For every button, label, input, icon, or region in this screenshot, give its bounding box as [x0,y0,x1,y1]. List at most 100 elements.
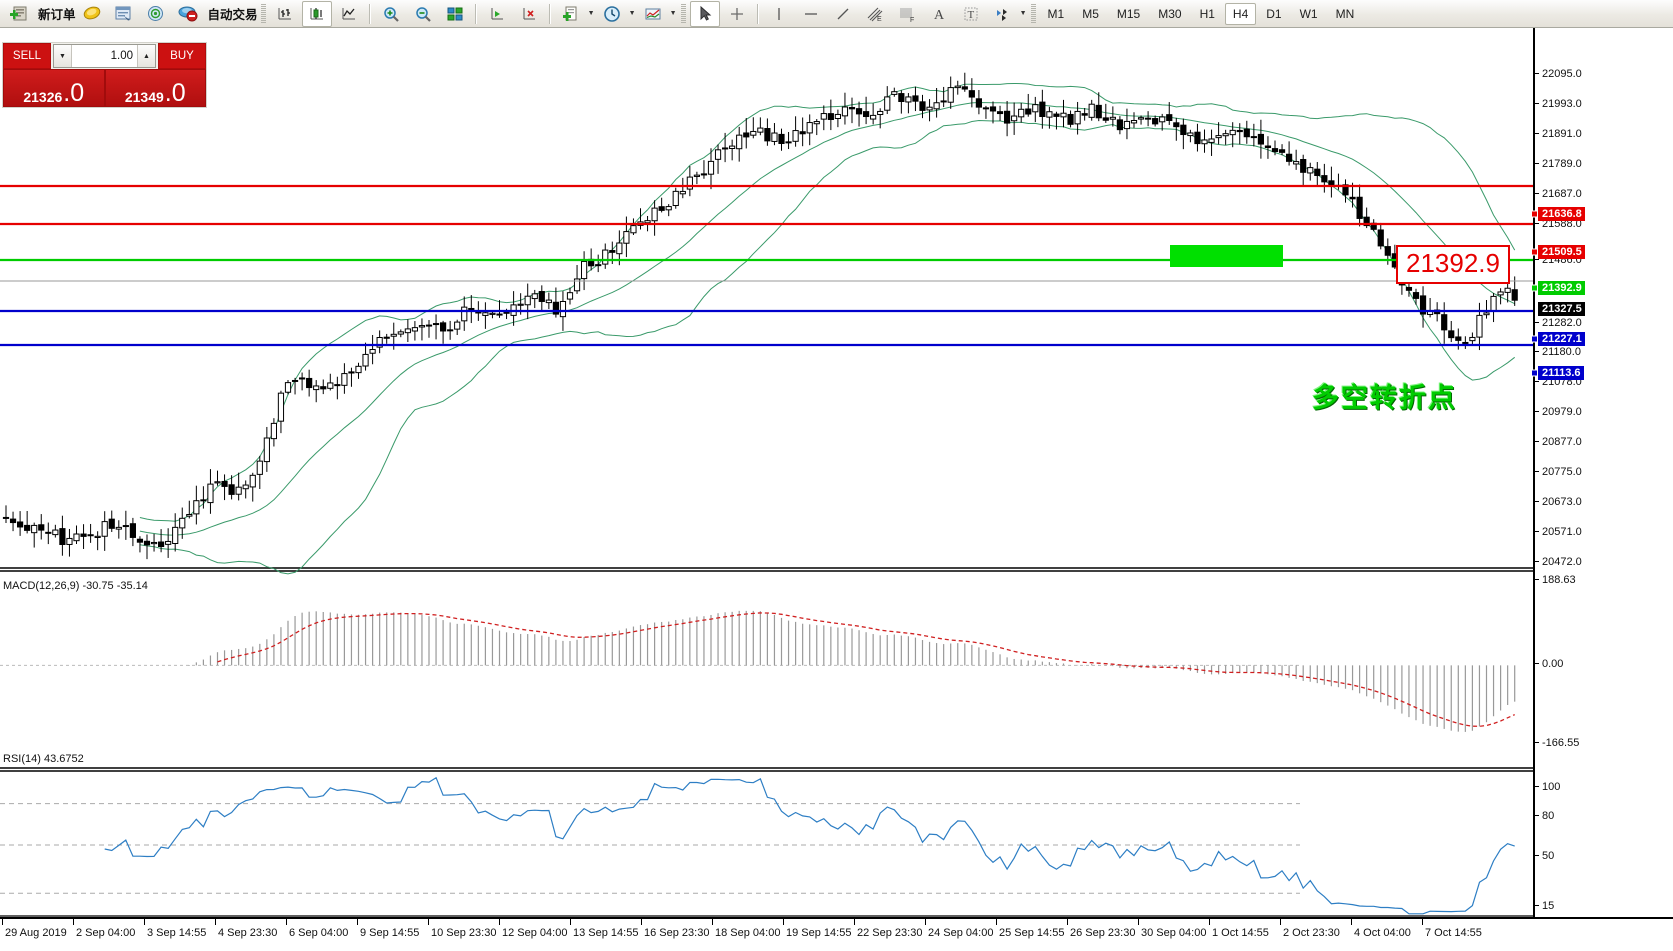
time-grid-mark [1280,919,1281,925]
price-level-label-support-1[interactable]: 21227.1 [1538,332,1585,346]
time-axis-label: 25 Sep 14:55 [999,927,1065,939]
time-axis-label: 22 Sep 23:30 [857,927,923,939]
highlight-zone-rect[interactable] [1170,245,1283,267]
vertical-line-button[interactable] [764,1,794,27]
axis-tick: 20877.0 [1535,436,1582,448]
new-order-button[interactable] [3,1,33,27]
vertical-line-icon [777,7,780,20]
tile-windows-button[interactable] [440,1,470,27]
time-axis-label: 26 Sep 23:30 [1070,927,1136,939]
text-label-button[interactable]: A [924,1,954,27]
line-chart-button[interactable] [334,1,364,27]
buy-price[interactable]: 21349.0 [104,69,206,107]
fibo-button[interactable]: F [892,1,922,27]
price-level-label-support-2[interactable]: 21113.6 [1538,366,1584,380]
timeframe-d1[interactable]: D1 [1266,6,1282,21]
navigator-button[interactable] [141,1,171,27]
time-grid-mark [357,919,358,925]
sell-price[interactable]: 21326.0 [3,69,105,107]
templates-dropdown-arrow[interactable]: ▼ [587,10,595,17]
text-box-button[interactable]: T [956,1,986,27]
level-handle-resistance-1[interactable] [1531,210,1538,218]
buy-price-integer: 21349 [124,89,164,105]
timeframe-m5[interactable]: M5 [1082,6,1099,21]
time-grid-mark [925,919,926,925]
time-grid-mark [783,919,784,925]
volume-input[interactable]: 1.00 [110,50,133,62]
one-click-trading-panel[interactable]: SELL ▼ 1.00 ▲ BUY 21326.0 21349.0 [2,42,207,108]
level-handle-support-2[interactable] [1531,369,1538,377]
chart-annotation-text[interactable]: 多空转折点 [1312,383,1457,414]
volume-stepper[interactable]: ▼ 1.00 ▲ [53,44,156,68]
axis-tick: 20979.0 [1535,406,1582,418]
toolbar-grip-2[interactable] [680,3,686,24]
chart-plot-area[interactable] [0,28,1533,917]
trendline-button[interactable] [828,1,858,27]
crosshair-button[interactable] [722,1,752,27]
new-order-icon [9,6,26,21]
axis-tick: 20571.0 [1535,526,1582,538]
candlestick-chart-button[interactable] [301,0,332,27]
timeframe-m15[interactable]: M15 [1116,6,1141,21]
indicators-button[interactable] [638,1,668,27]
buy-button[interactable]: BUY [158,43,206,69]
price-axis[interactable]: 22095.0 21993.0 21891.0 21789.0 21687.0 21588… [1531,28,1673,930]
time-grid-mark [1067,919,1068,925]
timeframe-m1[interactable]: M1 [1047,6,1065,21]
macd-indicator-label[interactable]: MACD(12,26,9) -30.75 -35.14 [3,580,151,592]
periodicity-dropdown-arrow[interactable]: ▼ [628,10,636,17]
time-axis-label: 29 Aug 2019 [5,927,67,939]
cursor-button[interactable] [689,0,720,27]
timeframe-mn[interactable]: MN [1335,6,1355,21]
sell-button[interactable]: SELL [3,43,51,69]
equidistant-channel-button[interactable]: E [860,1,890,27]
indicators-dropdown-arrow[interactable]: ▼ [669,10,677,17]
timeframe-w1[interactable]: W1 [1299,6,1318,21]
horizontal-line-button[interactable] [796,1,826,27]
periodicity-button[interactable] [597,1,627,27]
expert-advisor-button[interactable] [77,1,107,27]
toolbar-separator-3 [548,3,551,24]
data-window-button[interactable] [109,1,139,27]
indicators-icon [645,8,661,19]
time-grid-mark [641,919,642,925]
data-window-icon [115,6,131,21]
channel-icon: E [867,7,882,23]
price-callout-box[interactable]: 21392.9 [1396,245,1510,284]
axis-tick: 0.00 [1535,658,1563,670]
time-grid-mark [428,919,429,925]
level-handle-resistance-2[interactable] [1531,248,1538,256]
level-handle-pivot-green[interactable] [1531,284,1538,292]
templates-button[interactable] [556,1,586,27]
level-handle-support-1[interactable] [1531,335,1538,343]
price-level-label-pivot-green[interactable]: 21392.9 [1538,281,1585,295]
zoom-in-button[interactable] [376,1,406,27]
objects-list-button[interactable] [988,1,1018,27]
cursor-icon [700,5,711,21]
timeframe-m30[interactable]: M30 [1158,6,1182,21]
price-level-label-resistance-2[interactable]: 21509.5 [1538,245,1585,259]
timeframe-h4[interactable]: H4 [1224,2,1257,25]
axis-tick: 20472.0 [1535,556,1582,568]
time-axis-label: 4 Oct 04:00 [1354,927,1411,939]
timeframe-h1[interactable]: H1 [1199,6,1215,21]
price-level-label-resistance-1[interactable]: 21636.8 [1538,207,1585,221]
axis-tick: 21789.0 [1535,158,1582,170]
navigator-icon [148,6,164,21]
shift-start-button[interactable] [482,1,512,27]
volume-increase-arrow[interactable]: ▲ [137,45,155,67]
objects-dropdown-arrow[interactable]: ▼ [1019,10,1027,17]
zoom-out-button[interactable] [408,1,438,27]
shift-end-button[interactable] [514,1,544,27]
price-level-label-last-price[interactable]: 21327.5 [1538,302,1585,316]
toolbar-grip-3[interactable] [1030,3,1036,24]
autotrade-button[interactable] [173,1,203,27]
time-grid-mark [712,919,713,925]
svg-text:E: E [877,16,882,23]
bar-chart-button[interactable] [270,1,300,27]
time-axis-label: 13 Sep 14:55 [573,927,639,939]
toolbar-grip[interactable] [260,3,266,24]
time-axis[interactable]: 29 Aug 2019 2 Sep 04:00 3 Sep 14:55 4 Sep 2… [0,917,1673,951]
volume-decrease-arrow[interactable]: ▼ [54,45,72,67]
rsi-indicator-label[interactable]: RSI(14) 43.6752 [3,753,87,765]
